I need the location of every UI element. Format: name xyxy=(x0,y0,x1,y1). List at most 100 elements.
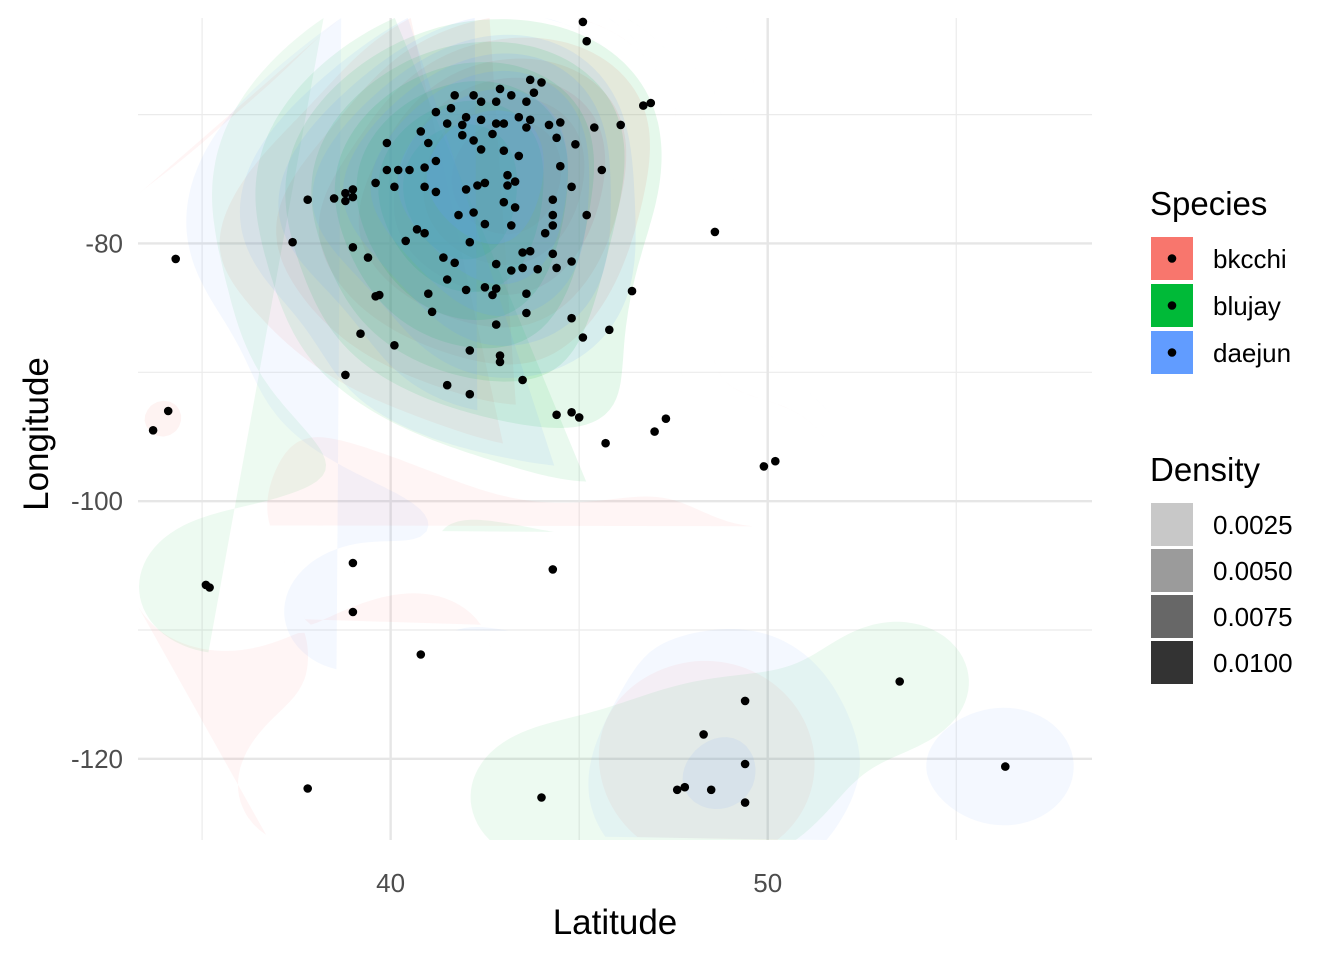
data-point xyxy=(503,170,512,180)
data-point xyxy=(439,253,448,262)
density-band xyxy=(278,18,665,415)
data-point xyxy=(567,313,576,323)
data-point xyxy=(341,188,350,198)
data-point xyxy=(552,410,561,420)
data-point xyxy=(597,165,607,175)
data-point xyxy=(499,146,509,155)
density-band xyxy=(318,37,650,365)
x-tick-label: 40 xyxy=(376,868,405,898)
data-point xyxy=(465,237,475,247)
data-point xyxy=(476,97,486,106)
data-point xyxy=(491,259,501,269)
density-bkcchi xyxy=(138,18,833,840)
data-point xyxy=(420,182,429,192)
data-point xyxy=(552,133,561,143)
data-point xyxy=(375,290,384,300)
legend-density-label: 0.0075 xyxy=(1213,602,1293,632)
data-point xyxy=(578,17,588,27)
data-point xyxy=(348,607,358,617)
data-point xyxy=(578,333,588,342)
data-point xyxy=(461,185,471,194)
data-point xyxy=(303,784,313,793)
data-point xyxy=(171,254,180,264)
data-point xyxy=(390,182,399,192)
data-point xyxy=(163,406,173,416)
data-point xyxy=(510,203,520,212)
data-point xyxy=(771,456,780,466)
density-band xyxy=(186,18,1074,840)
data-point xyxy=(759,462,769,471)
data-point xyxy=(348,243,358,252)
data-point xyxy=(522,97,531,106)
data-point xyxy=(571,140,580,149)
data-point xyxy=(431,107,441,117)
data-point xyxy=(650,427,659,436)
data-point xyxy=(548,210,558,220)
data-point xyxy=(412,225,422,234)
density-band xyxy=(397,89,568,285)
data-point xyxy=(548,565,558,574)
data-point xyxy=(491,320,501,329)
data-point xyxy=(465,346,475,355)
data-point xyxy=(522,308,531,318)
data-point xyxy=(431,187,441,197)
data-point xyxy=(510,177,520,186)
data-point xyxy=(491,97,501,106)
data-point xyxy=(740,759,750,769)
data-point xyxy=(348,185,358,194)
data-point xyxy=(424,289,433,299)
data-point xyxy=(639,101,648,110)
data-point xyxy=(627,286,637,296)
data-point xyxy=(341,370,350,380)
data-point xyxy=(548,221,558,230)
legend-density-title: Density xyxy=(1150,451,1261,488)
data-point xyxy=(567,257,576,266)
data-point xyxy=(363,253,373,262)
data-point xyxy=(469,91,478,100)
data-point xyxy=(461,285,471,295)
data-point xyxy=(416,127,426,136)
data-point xyxy=(537,78,546,87)
density-band xyxy=(239,18,756,809)
x-axis-title: Latitude xyxy=(553,903,678,942)
data-point xyxy=(548,195,558,204)
data-point xyxy=(329,194,339,203)
data-point xyxy=(740,696,750,706)
density-band xyxy=(334,62,594,349)
data-point xyxy=(556,118,565,127)
data-point xyxy=(442,275,452,284)
x-tick-label: 50 xyxy=(753,868,782,898)
data-point xyxy=(341,196,350,206)
data-point xyxy=(552,263,561,273)
data-point xyxy=(488,129,497,139)
data-point xyxy=(514,151,524,161)
data-point xyxy=(646,98,656,108)
data-point xyxy=(382,138,392,148)
density-band xyxy=(370,70,590,317)
data-point xyxy=(518,248,527,257)
data-point xyxy=(514,112,524,122)
data-point xyxy=(450,258,460,268)
data-point xyxy=(303,195,313,204)
data-point xyxy=(537,793,546,802)
legend-point-icon xyxy=(1167,301,1177,310)
density-band xyxy=(285,19,662,428)
data-point xyxy=(371,178,380,188)
density-blujay xyxy=(139,18,969,840)
data-point xyxy=(672,785,682,795)
data-point xyxy=(518,375,527,385)
axes: 40 50 -120 -100 -80 xyxy=(71,228,782,898)
data-point xyxy=(503,181,512,190)
data-point xyxy=(601,438,610,448)
data-point xyxy=(495,357,505,367)
data-point xyxy=(469,208,478,217)
data-point xyxy=(574,413,584,422)
density-band xyxy=(393,77,606,295)
data-point xyxy=(382,165,392,175)
data-point xyxy=(450,91,460,100)
density-band xyxy=(343,53,611,346)
density-band xyxy=(356,81,569,321)
data-point xyxy=(473,181,482,190)
data-point xyxy=(567,408,576,417)
data-point xyxy=(424,138,433,148)
